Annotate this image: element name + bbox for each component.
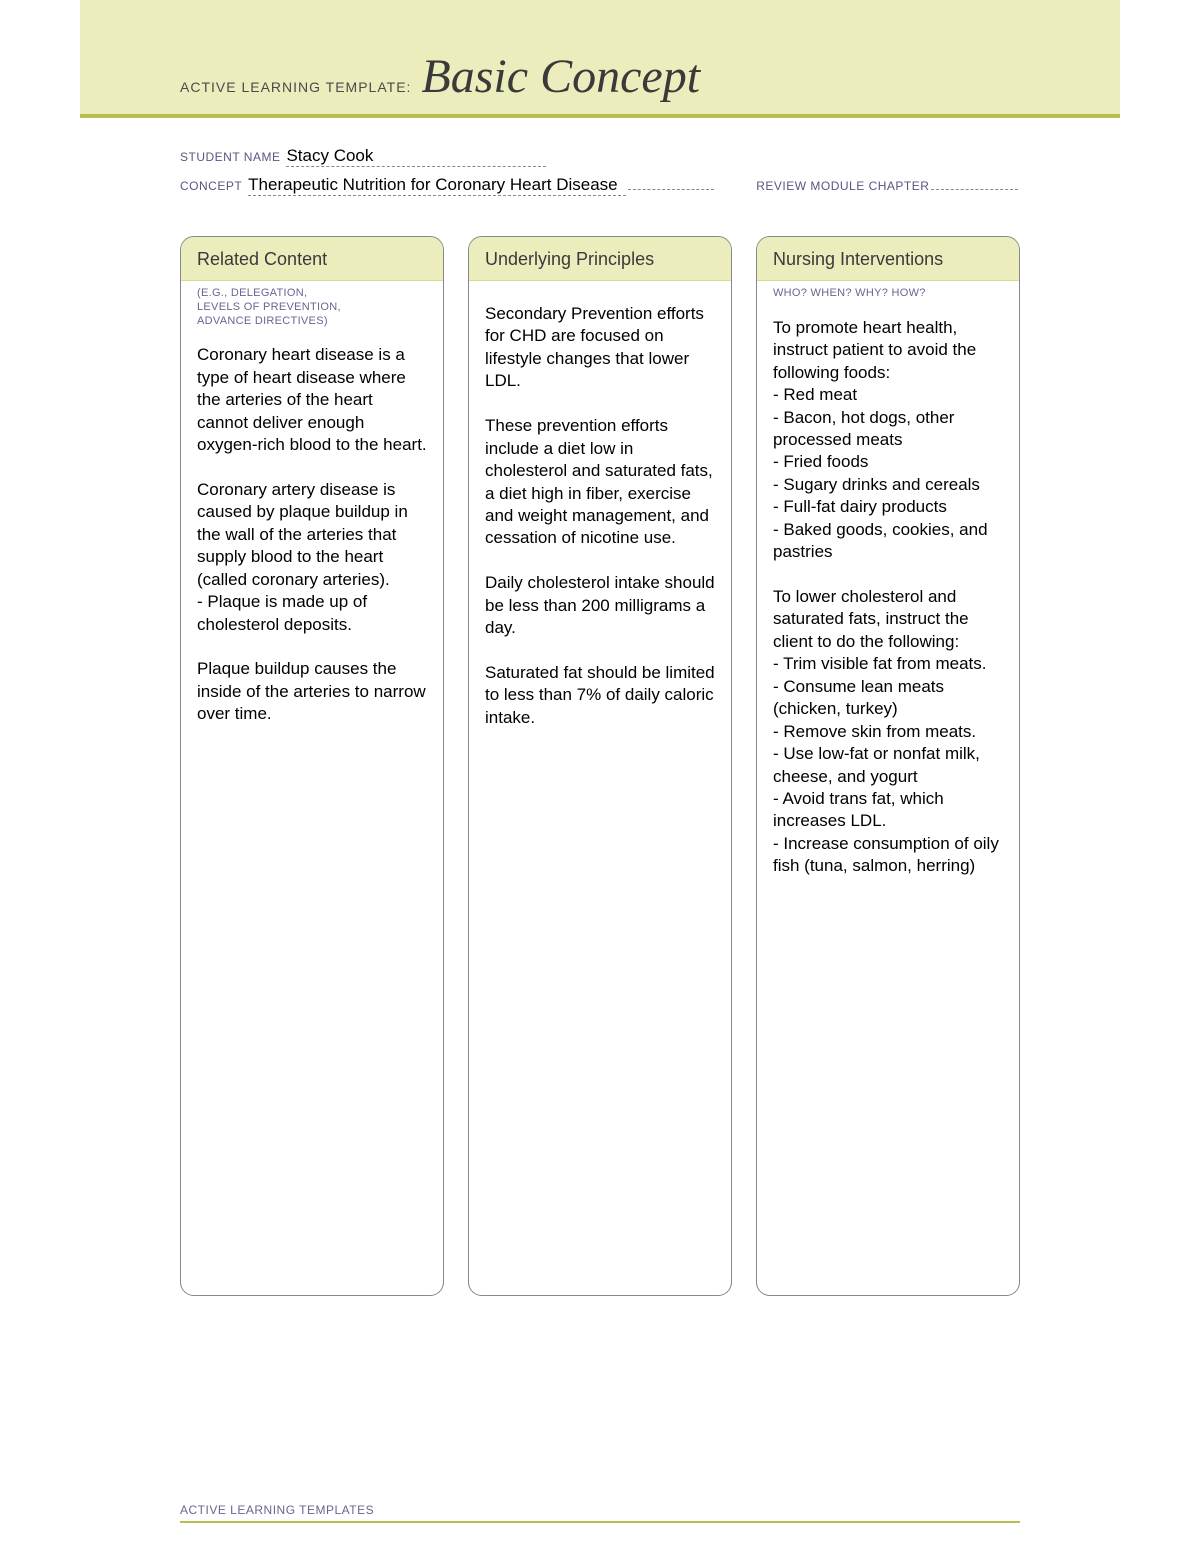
related-content-subtitle: (E.G., DELEGATION, LEVELS OF PREVENTION,…	[181, 281, 443, 330]
concept-fill-line	[628, 176, 715, 190]
review-fill-line	[931, 176, 1018, 190]
student-name-row: STUDENT NAME Stacy Cook	[180, 146, 1020, 167]
header-title: Basic Concept	[421, 49, 700, 104]
review-module-label: REVIEW MODULE CHAPTER	[756, 179, 929, 193]
underlying-principles-title: Underlying Principles	[485, 249, 715, 270]
concept-row: CONCEPT Therapeutic Nutrition for Corona…	[180, 175, 1020, 196]
header-label: ACTIVE LEARNING TEMPLATE:	[180, 79, 411, 95]
header-text: ACTIVE LEARNING TEMPLATE: Basic Concept	[180, 49, 700, 104]
footer-rule	[180, 1521, 1020, 1523]
student-name-value: Stacy Cook	[286, 146, 546, 167]
underlying-principles-subtitle	[469, 281, 731, 289]
related-content-body: Coronary heart disease is a type of hear…	[181, 330, 443, 739]
related-content-title: Related Content	[197, 249, 427, 270]
page: ACTIVE LEARNING TEMPLATE: Basic Concept …	[80, 0, 1120, 1553]
underlying-principles-box: Underlying Principles Secondary Preventi…	[468, 236, 732, 1296]
form-area: STUDENT NAME Stacy Cook CONCEPT Therapeu…	[80, 118, 1120, 196]
concept-value: Therapeutic Nutrition for Coronary Heart…	[248, 175, 625, 196]
related-content-header: Related Content	[181, 237, 443, 281]
nursing-interventions-title: Nursing Interventions	[773, 249, 1003, 270]
nursing-interventions-header: Nursing Interventions	[757, 237, 1019, 281]
nursing-interventions-body: To promote heart health, instruct patien…	[757, 303, 1019, 892]
columns-container: Related Content (E.G., DELEGATION, LEVEL…	[80, 196, 1120, 1296]
concept-label: CONCEPT	[180, 179, 242, 193]
related-content-box: Related Content (E.G., DELEGATION, LEVEL…	[180, 236, 444, 1296]
nursing-interventions-subtitle: WHO? WHEN? WHY? HOW?	[757, 281, 1019, 303]
header-bar: ACTIVE LEARNING TEMPLATE: Basic Concept	[80, 0, 1120, 118]
underlying-principles-header: Underlying Principles	[469, 237, 731, 281]
nursing-interventions-box: Nursing Interventions WHO? WHEN? WHY? HO…	[756, 236, 1020, 1296]
student-name-label: STUDENT NAME	[180, 150, 280, 164]
footer-text: ACTIVE LEARNING TEMPLATES	[180, 1503, 1020, 1521]
footer: ACTIVE LEARNING TEMPLATES	[180, 1503, 1020, 1523]
underlying-principles-body: Secondary Prevention efforts for CHD are…	[469, 289, 731, 743]
